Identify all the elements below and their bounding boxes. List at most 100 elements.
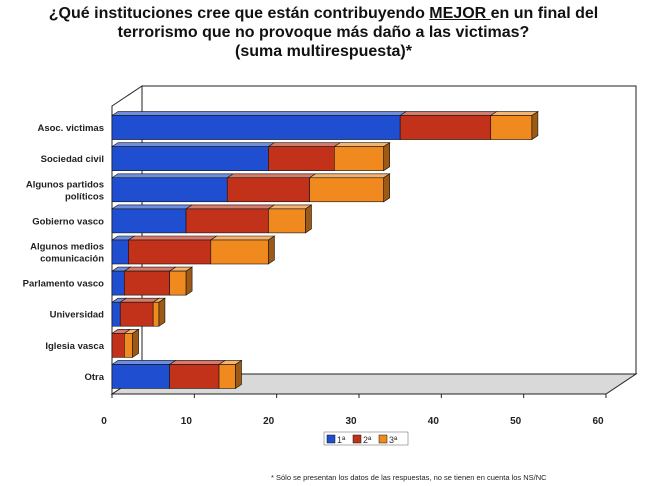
- bar: [490, 115, 533, 140]
- bar-row: [111, 359, 243, 390]
- tick-label: 40: [428, 416, 440, 427]
- legend-label: 3ª: [389, 435, 398, 445]
- bar-segment-1: [111, 111, 408, 140]
- bar: [111, 270, 125, 296]
- bar-segment-2: [267, 142, 342, 171]
- x-axis-ticks: 0 10 20 30 40 50 60: [101, 394, 607, 427]
- bar: [152, 301, 160, 327]
- bar-end-face: [383, 142, 390, 172]
- category-label: Algunos partidos: [26, 179, 104, 190]
- bar-top-face: [333, 142, 391, 147]
- bar-segment-2: [185, 204, 276, 234]
- bar-row: [111, 266, 194, 296]
- bar: [399, 115, 492, 140]
- tick-label: 50: [510, 416, 522, 427]
- bar-end-face: [531, 110, 539, 141]
- category-label: Algunos medios: [30, 242, 104, 253]
- bar: [226, 177, 310, 203]
- bar: [218, 364, 236, 389]
- bar-end-face: [158, 297, 166, 327]
- bar: [111, 364, 170, 389]
- bar-row: [111, 328, 140, 358]
- bar-row: [111, 142, 391, 172]
- category-label: Gobierno vasco: [32, 216, 104, 227]
- footnote: * Sólo se presentan los datos de las res…: [271, 473, 547, 482]
- bar-row: [111, 235, 276, 265]
- bar: [124, 333, 133, 358]
- bar-top-face: [489, 111, 539, 116]
- bar: [185, 208, 269, 234]
- bar-top-face: [111, 360, 177, 365]
- bar-top-face: [185, 204, 276, 210]
- legend-swatch: [326, 434, 336, 444]
- legend-swatch: [378, 434, 388, 444]
- tick-label: 30: [345, 416, 357, 427]
- bar-segment-3: [267, 204, 313, 234]
- bar-top-face: [111, 173, 235, 179]
- bar: [111, 333, 125, 358]
- bar: [111, 115, 401, 140]
- bar-segment-2: [226, 173, 317, 203]
- bar-segment-3: [168, 266, 194, 296]
- bar-segment-2: [168, 360, 227, 389]
- bar-top-face: [399, 111, 498, 116]
- bar-top-face: [123, 266, 177, 272]
- bar: [169, 364, 220, 389]
- bar-top-face: [111, 142, 276, 147]
- chart-subtitle: (suma multirespuesta)*: [235, 43, 412, 60]
- tick-label: 60: [592, 416, 604, 427]
- bar-segment-3: [489, 111, 539, 140]
- category-labels: Asoc. victimas Sociedad civil Algunos part…: [23, 123, 105, 383]
- category-label: Iglesia vasca: [45, 341, 104, 352]
- bar-top-face: [119, 297, 161, 303]
- bar: [111, 177, 228, 203]
- category-label: Otra: [84, 372, 104, 383]
- category-label: comunicación: [40, 254, 104, 265]
- tick-label: 0: [101, 416, 107, 427]
- bar: [309, 177, 385, 203]
- bar: [333, 146, 384, 171]
- bar-end-face: [268, 235, 275, 265]
- bar-segment-2: [119, 297, 161, 327]
- bar-segment-1: [111, 204, 194, 234]
- bar: [268, 146, 335, 171]
- bar-segment-3: [218, 360, 243, 389]
- bar: [268, 208, 306, 234]
- legend-swatch: [352, 434, 362, 444]
- category-label: políticos: [65, 191, 104, 202]
- bar-segment-1: [111, 142, 276, 171]
- chart-title-line-2: terrorismo que no provoque más daño a la…: [117, 24, 530, 41]
- title-text-before: ¿Qué instituciones cree que están contri…: [48, 5, 430, 22]
- legend-label: 2ª: [363, 435, 372, 445]
- bar: [111, 208, 187, 234]
- bar: [111, 239, 129, 265]
- category-label: Asoc. victimas: [37, 123, 104, 134]
- bar-end-face: [235, 359, 242, 390]
- bar: [128, 239, 212, 265]
- bar: [111, 146, 269, 171]
- bar-end-face: [305, 204, 312, 234]
- bar: [119, 301, 154, 327]
- tick-label: 10: [181, 416, 193, 427]
- bar-row: [111, 204, 313, 234]
- legend: 1ª 2ª 3ª: [323, 431, 409, 446]
- title-emphasis: MEJOR: [429, 5, 491, 22]
- bar-segment-2: [123, 266, 177, 296]
- bar-top-face: [308, 173, 391, 179]
- bar: [210, 239, 269, 265]
- bar-end-face: [132, 328, 139, 358]
- bar: [111, 301, 121, 327]
- bar-end-face: [383, 173, 390, 203]
- bar-segment-1: [111, 235, 136, 265]
- category-label: Parlamento vasco: [23, 279, 105, 290]
- bar: [124, 270, 170, 296]
- bar-segment-2: [127, 235, 218, 265]
- bar-top-face: [267, 142, 342, 147]
- title-text-after: en un final del: [490, 5, 599, 22]
- bar-top-face: [127, 235, 218, 241]
- bar-row: [111, 173, 391, 203]
- legend-label: 1ª: [337, 435, 346, 445]
- bar-end-face: [185, 266, 193, 296]
- bar-segment-1: [111, 173, 235, 203]
